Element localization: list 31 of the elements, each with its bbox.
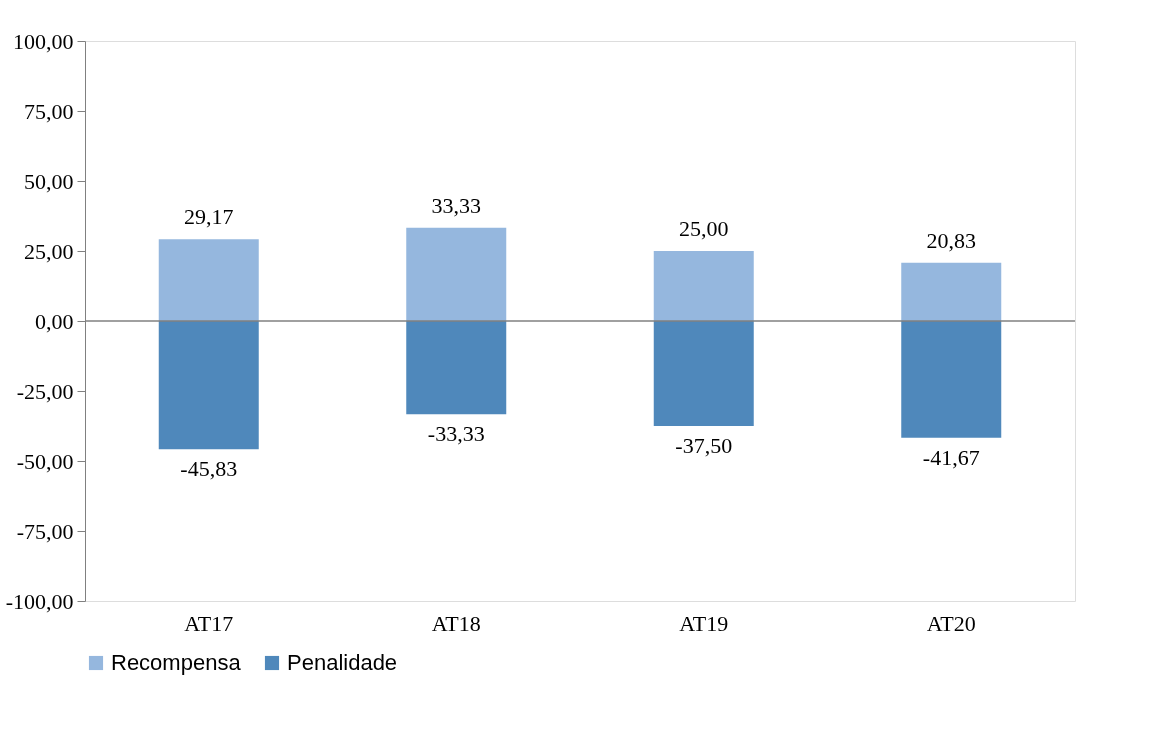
data-label: 25,00 (679, 216, 729, 241)
y-tick-label: 100,00 (13, 28, 74, 54)
bar (158, 239, 259, 321)
data-label: -37,50 (675, 433, 733, 458)
y-tick-label: 0,00 (35, 308, 74, 334)
y-tick-label: 25,00 (24, 238, 74, 264)
y-tick-label: -75,00 (16, 518, 74, 544)
legend-label: Penalidade (287, 650, 398, 675)
y-tick-label: -50,00 (16, 448, 74, 474)
x-tick-label: AT18 (431, 610, 481, 636)
legend-label: Recompensa (111, 650, 242, 675)
data-label: -45,83 (180, 456, 238, 482)
bar (158, 321, 259, 450)
x-tick-label: AT20 (926, 610, 976, 636)
y-tick-label: 75,00 (24, 98, 74, 124)
x-tick-label: AT19 (679, 610, 729, 636)
y-tick-label: -25,00 (16, 378, 74, 404)
y-tick-label: -100,00 (5, 588, 74, 614)
data-label: 29,17 (184, 204, 234, 230)
bar (901, 321, 1002, 438)
x-tick-label: AT17 (184, 610, 234, 636)
y-tick-label: 50,00 (24, 168, 74, 194)
bar (406, 321, 507, 415)
data-label: -41,67 (922, 444, 980, 470)
bar (901, 262, 1002, 321)
bar (653, 321, 754, 426)
data-label: 33,33 (431, 192, 481, 218)
data-label: -33,33 (427, 421, 485, 447)
bar (653, 251, 754, 321)
bar (406, 227, 507, 321)
data-label: 20,83 (926, 227, 976, 253)
